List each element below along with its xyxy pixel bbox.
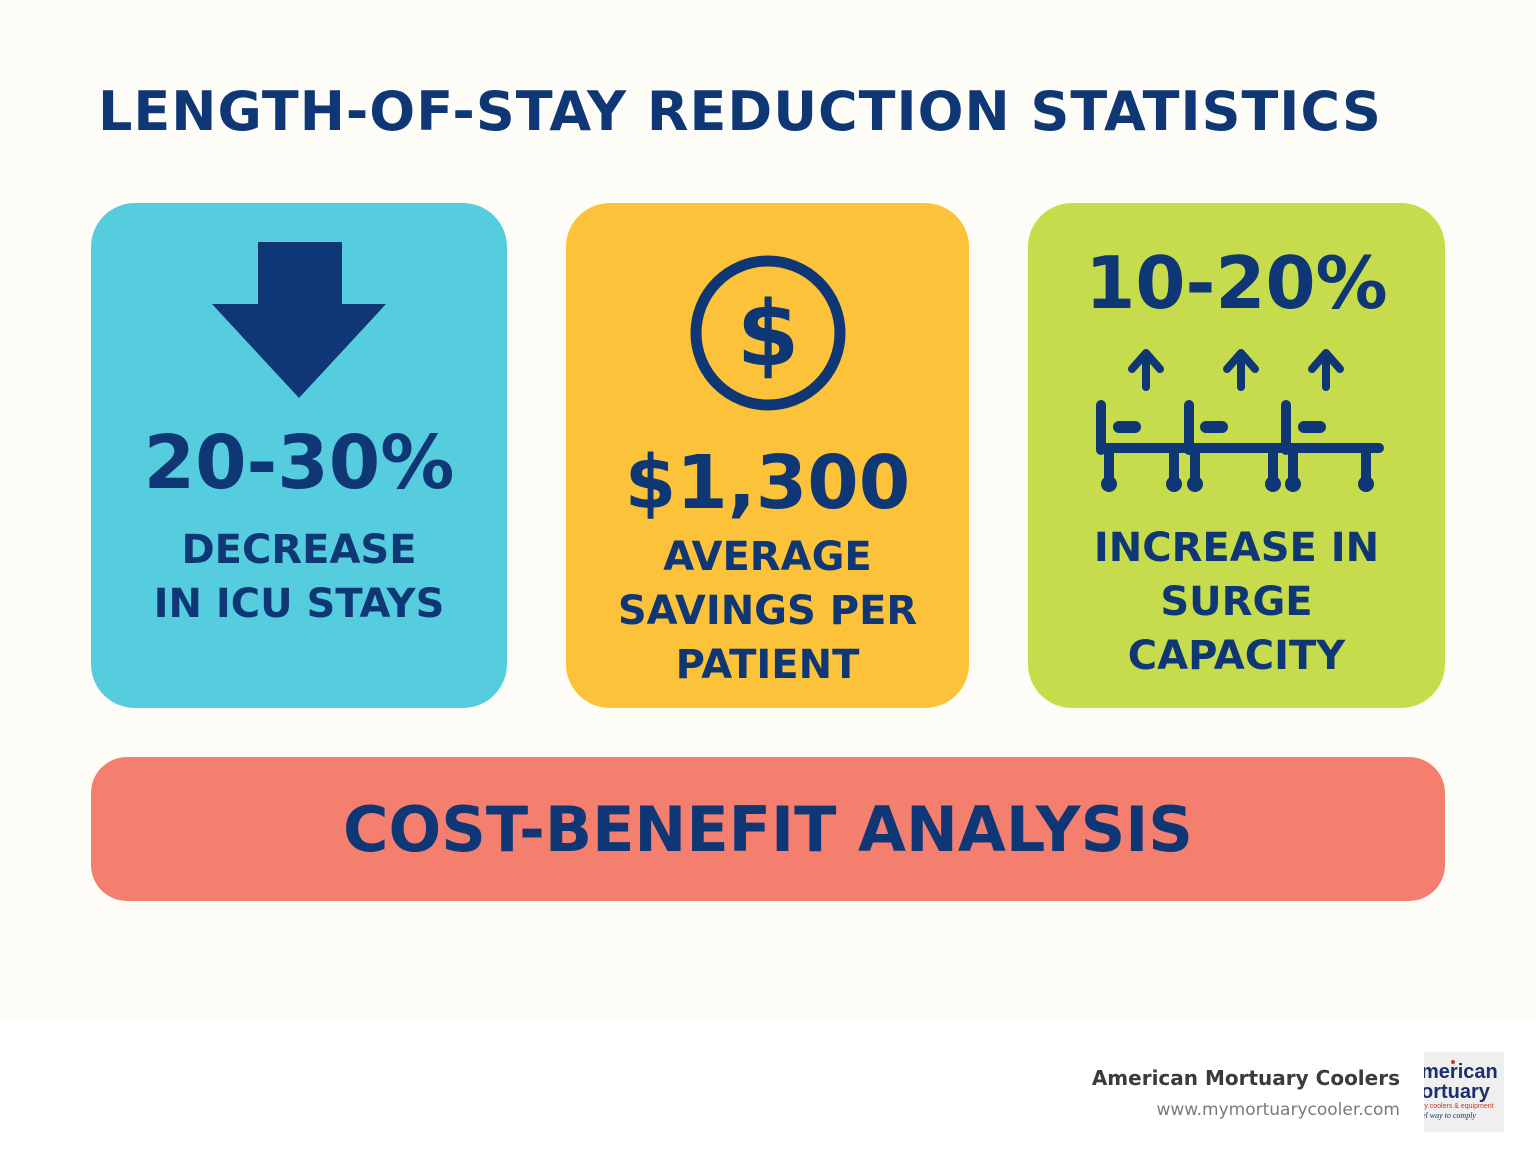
svg-text:ry coolers & equipment: ry coolers & equipment [1424,1103,1494,1110]
banner-title: COST-BENEFIT ANALYSIS [343,793,1193,866]
svg-text:$: $ [737,282,800,387]
svg-text:merican: merican [1424,1061,1498,1083]
stat-card-surge-capacity: 10-20% [1028,203,1445,708]
stat-label: INCREASE IN SURGE CAPACITY [1028,521,1445,683]
page-title: LENGTH-OF-STAY REDUCTION STATISTICS [98,80,1382,143]
stat-label-line: PATIENT [675,642,860,688]
logo-graphic: merican ortuary ry coolers & equipment e… [1424,1060,1498,1120]
stat-value: 10-20% [1085,241,1388,325]
stat-card-icu-stays: 20-30% DECREASE IN ICU STAYS [91,203,507,708]
stat-label-line: SURGE [1160,579,1313,625]
stat-label: AVERAGE SAVINGS PER PATIENT [566,530,969,692]
svg-text:ortuary: ortuary [1424,1081,1491,1103]
stat-label-line: DECREASE [181,527,417,573]
company-url[interactable]: www.mymortuarycooler.com [1156,1100,1400,1120]
stat-label: DECREASE IN ICU STAYS [91,523,507,631]
stat-label-line: AVERAGE [663,534,872,580]
stat-label-line: SAVINGS PER [617,588,918,634]
dollar-coin-icon: $ [690,255,846,411]
cost-benefit-banner: COST-BENEFIT ANALYSIS [91,757,1445,901]
svg-text:el way to comply: el way to comply [1424,1111,1476,1120]
stat-card-savings: $ $1,300 AVERAGE SAVINGS PER PATIENT [566,203,969,708]
stat-value: $1,300 [624,440,911,526]
stat-label-line: INCREASE IN [1093,525,1380,571]
stat-label-line: CAPACITY [1127,633,1346,679]
company-name: American Mortuary Coolers [1091,1066,1400,1090]
arrow-down-icon [212,242,386,398]
american-mortuary-logo: merican ortuary ry coolers & equipment e… [1424,1052,1504,1132]
hospital-beds-arrows-icon [1096,349,1384,492]
stat-value: 20-30% [143,420,455,506]
infographic-canvas: LENGTH-OF-STAY REDUCTION STATISTICS 20-3… [91,80,1445,901]
stat-label-line: IN ICU STAYS [153,581,445,627]
